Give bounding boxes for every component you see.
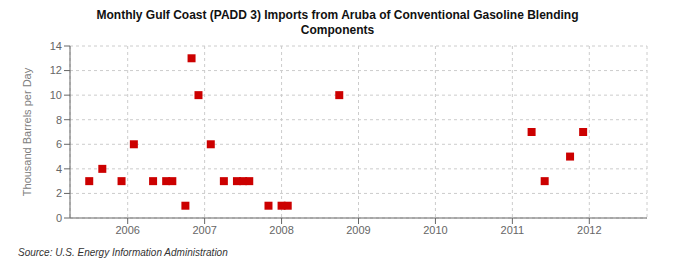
svg-text:10: 10 xyxy=(50,89,62,101)
svg-text:2009: 2009 xyxy=(346,224,370,236)
svg-text:12: 12 xyxy=(50,64,62,76)
svg-text:2006: 2006 xyxy=(115,224,139,236)
svg-text:2010: 2010 xyxy=(423,224,447,236)
html-text:Components: Components xyxy=(300,23,375,37)
svg-text:2007: 2007 xyxy=(192,224,216,236)
html-text:Source: U.S. Energy Informatio: Source: U.S. Energy Information Administ… xyxy=(18,247,228,258)
svg-text:14: 14 xyxy=(50,40,62,52)
svg-text:2011: 2011 xyxy=(501,224,525,236)
svg-text:0: 0 xyxy=(56,212,62,224)
svg-text:2012: 2012 xyxy=(577,224,601,236)
svg-text:Thousand Barrels per Day: Thousand Barrels per Day xyxy=(21,67,33,196)
svg-text:2: 2 xyxy=(56,187,62,199)
svg-text:4: 4 xyxy=(56,163,62,175)
svg-text:8: 8 xyxy=(56,114,62,126)
svg-text:2008: 2008 xyxy=(269,224,293,236)
svg-text:6: 6 xyxy=(56,138,62,150)
html-text:Monthly Gulf Coast (PADD 3) Im: Monthly Gulf Coast (PADD 3) Imports from… xyxy=(96,8,579,22)
